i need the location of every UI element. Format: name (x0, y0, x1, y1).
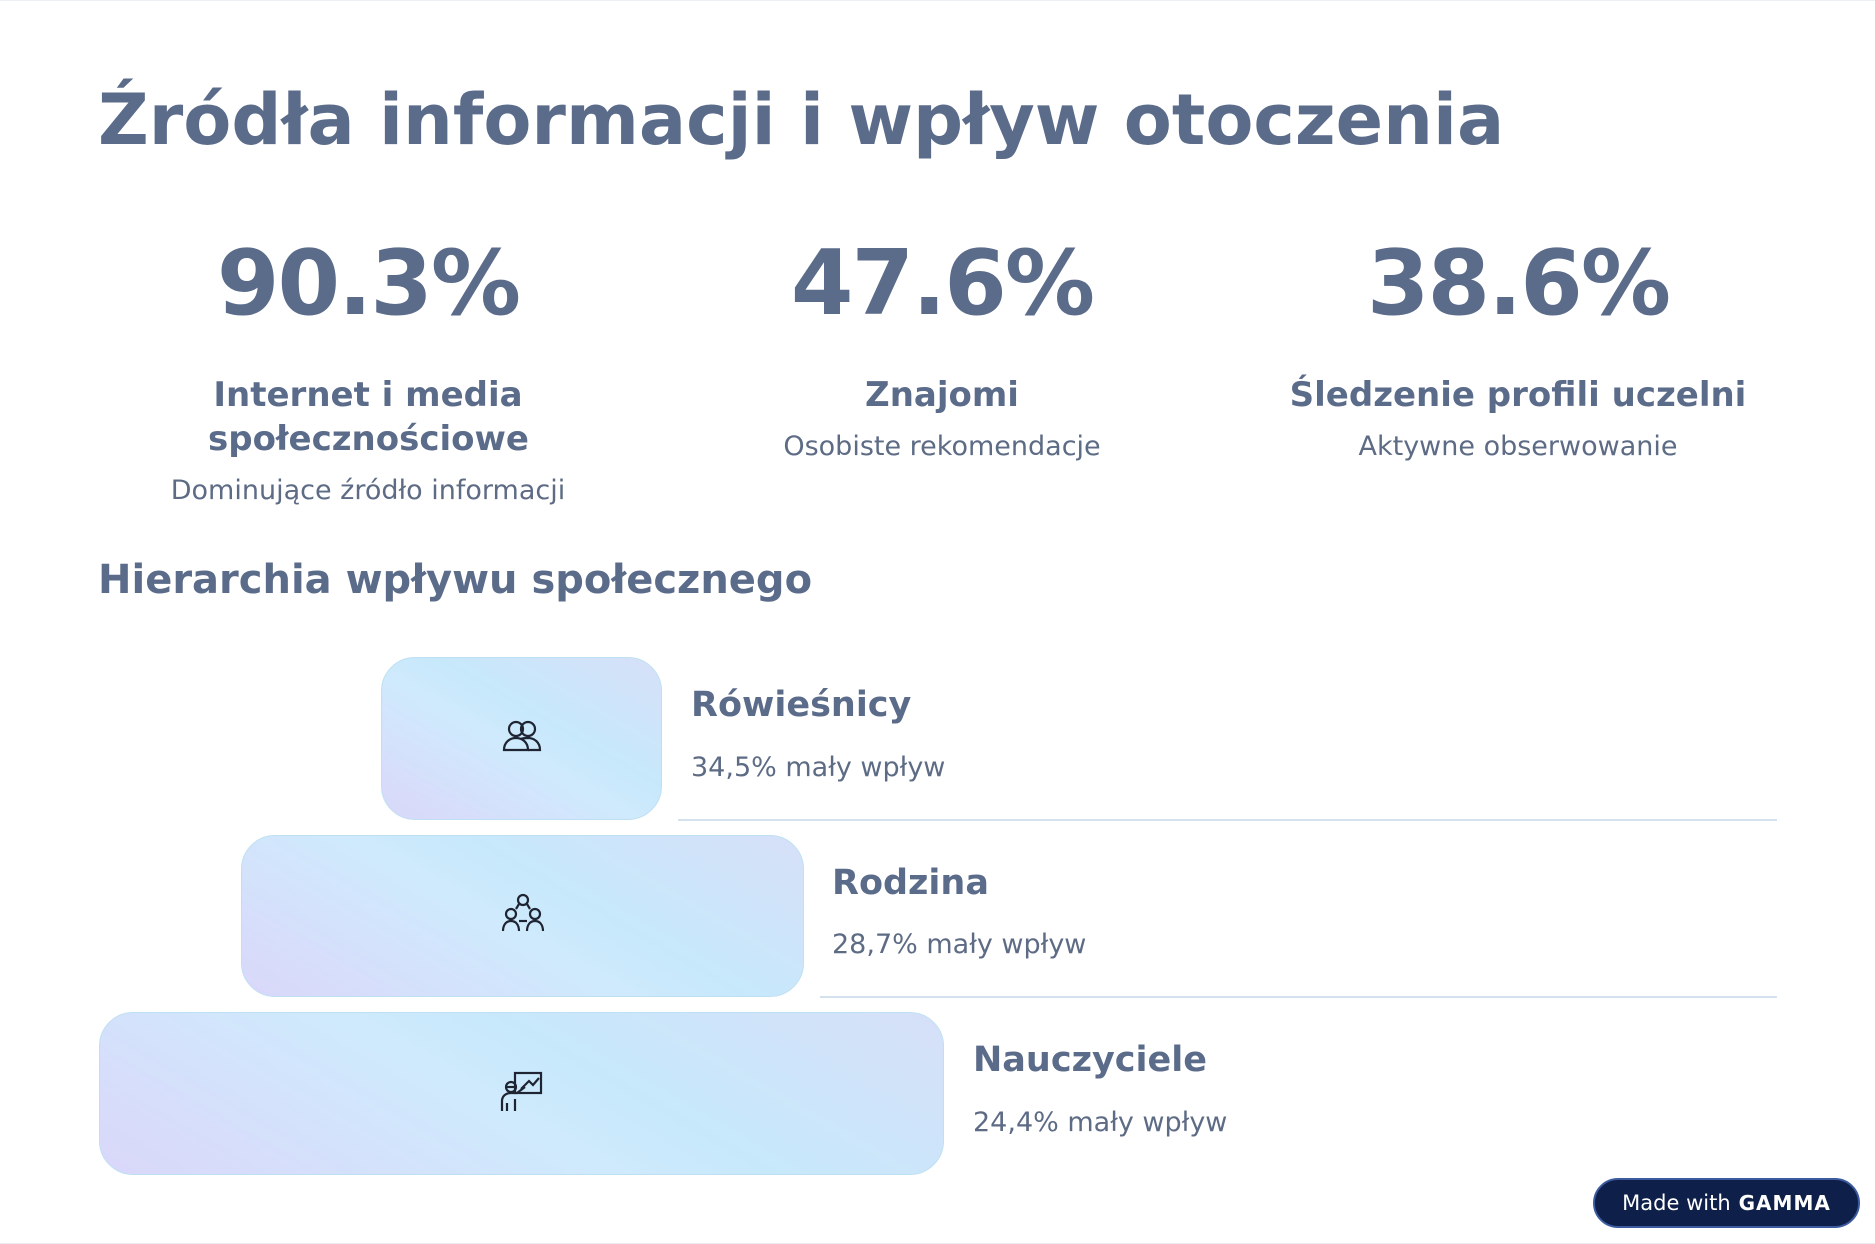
stat-subtitle: Dominujące źródło informacji (170, 475, 566, 506)
gamma-logo: GAMMA (1738, 1191, 1831, 1215)
hierarchy-desc: 34,5% mały wpływ (691, 752, 946, 783)
people-icon (499, 714, 545, 764)
stat-university-profiles: 38.6% Śledzenie profili uczelni Aktywne … (1248, 229, 1788, 465)
hierarchy-desc: 24,4% mały wpływ (973, 1107, 1228, 1138)
hierarchy-tier-teachers (99, 1012, 944, 1175)
section-title: Hierarchia wpływu społecznego (98, 557, 813, 603)
hierarchy-label: Nauczyciele (973, 1040, 1207, 1080)
stat-heading: Znajomi (865, 375, 1019, 415)
stat-heading: Internet i media społecznościowe (208, 375, 529, 459)
stat-subtitle: Aktywne obserwowanie (1358, 431, 1678, 462)
hierarchy-tier-family (241, 835, 804, 997)
hierarchy-tier-peers (381, 657, 662, 820)
divider (678, 819, 1777, 821)
stat-value: 38.6% (1366, 231, 1671, 336)
family-icon (500, 891, 546, 941)
badge-prefix: Made with (1622, 1191, 1731, 1215)
stat-friends: 47.6% Znajomi Osobiste rekomendacje (672, 229, 1212, 465)
teacher-icon (499, 1069, 545, 1119)
stat-subtitle: Osobiste rekomendacje (783, 431, 1101, 462)
stat-heading: Śledzenie profili uczelni (1289, 375, 1747, 415)
made-with-gamma-badge[interactable]: Made with GAMMA (1593, 1178, 1860, 1228)
hierarchy-desc: 28,7% mały wpływ (832, 929, 1087, 960)
hierarchy-label: Rodzina (832, 863, 989, 903)
divider (820, 996, 1777, 998)
page-title: Źródła informacji i wpływ otoczenia (98, 79, 1505, 161)
stat-value: 90.3% (216, 231, 521, 336)
hierarchy-label: Rówieśnicy (691, 685, 912, 725)
stat-internet: 90.3% Internet i media społecznościowe D… (98, 229, 638, 509)
stat-value: 47.6% (790, 231, 1095, 336)
